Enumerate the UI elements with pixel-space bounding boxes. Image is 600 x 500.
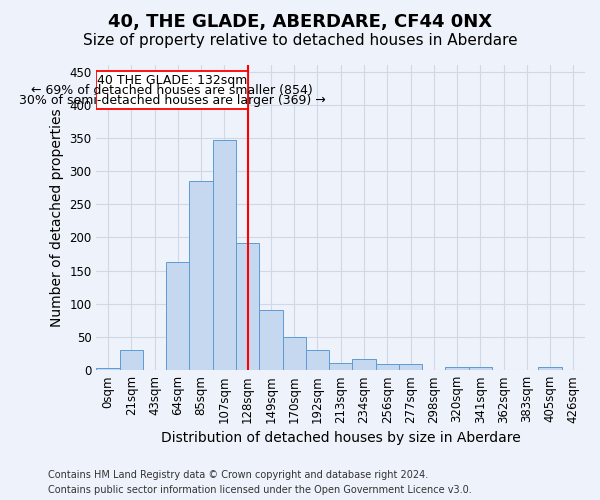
Bar [259, 310, 283, 370]
Bar [399, 364, 422, 370]
Text: 30% of semi-detached houses are larger (369) →: 30% of semi-detached houses are larger (… [19, 94, 325, 108]
Bar [119, 350, 143, 370]
X-axis label: Distribution of detached houses by size in Aberdare: Distribution of detached houses by size … [161, 431, 521, 445]
Bar [538, 367, 562, 370]
Bar [213, 140, 236, 370]
Text: Contains public sector information licensed under the Open Government Licence v3: Contains public sector information licen… [48, 485, 472, 495]
Text: Contains HM Land Registry data © Crown copyright and database right 2024.: Contains HM Land Registry data © Crown c… [48, 470, 428, 480]
Bar [352, 359, 376, 370]
FancyBboxPatch shape [97, 71, 248, 110]
Bar [469, 367, 492, 370]
Bar [329, 363, 352, 370]
Text: ← 69% of detached houses are smaller (854): ← 69% of detached houses are smaller (85… [31, 84, 313, 96]
Text: 40, THE GLADE, ABERDARE, CF44 0NX: 40, THE GLADE, ABERDARE, CF44 0NX [108, 12, 492, 30]
Bar [97, 368, 119, 370]
Bar [236, 243, 259, 370]
Bar [190, 181, 213, 370]
Y-axis label: Number of detached properties: Number of detached properties [50, 108, 64, 327]
Text: Size of property relative to detached houses in Aberdare: Size of property relative to detached ho… [83, 32, 517, 48]
Bar [445, 367, 469, 370]
Bar [166, 262, 190, 370]
Bar [283, 337, 306, 370]
Text: 40 THE GLADE: 132sqm: 40 THE GLADE: 132sqm [97, 74, 247, 87]
Bar [376, 364, 399, 370]
Bar [306, 350, 329, 370]
